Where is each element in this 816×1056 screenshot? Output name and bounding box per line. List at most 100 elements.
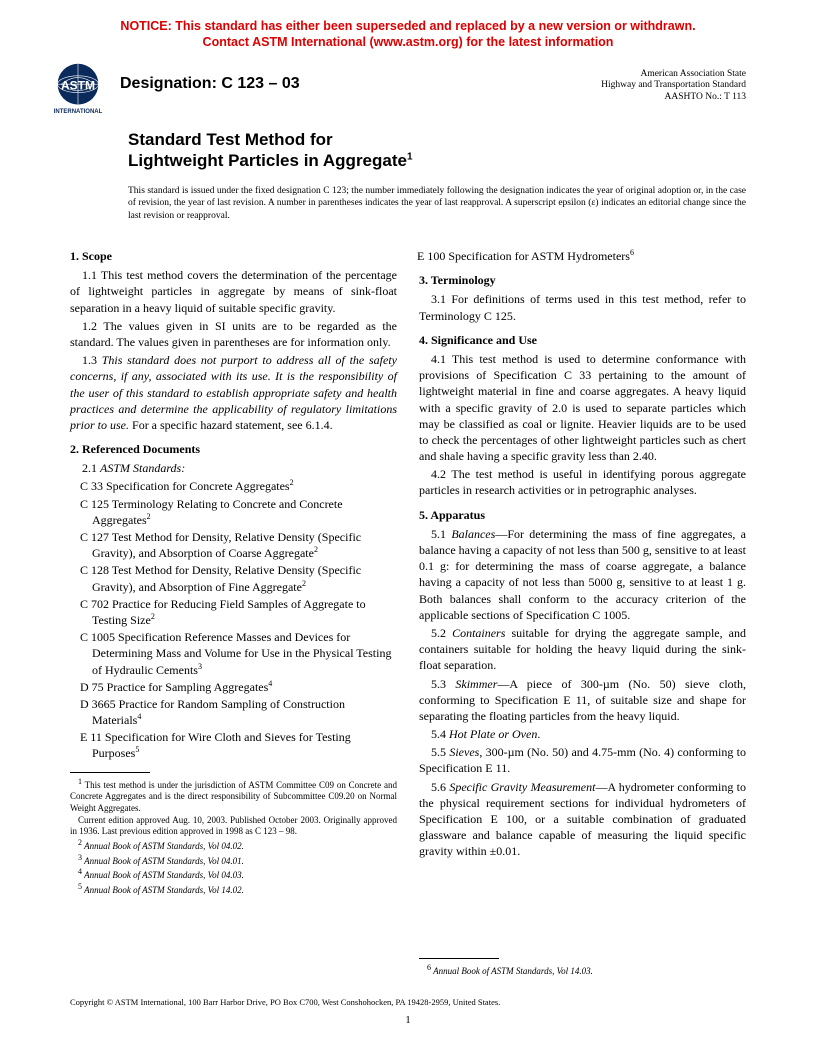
- p54-body: .: [537, 727, 540, 741]
- ref-sup: 3: [198, 662, 202, 671]
- para-2-1-italic: ASTM Standards:: [100, 461, 185, 475]
- fn3-text: Annual Book of ASTM Standards, Vol 04.01…: [82, 856, 244, 866]
- notice-line-1: NOTICE: This standard has either been su…: [120, 19, 695, 33]
- para-1-1: 1.1 This test method covers the determin…: [70, 267, 397, 316]
- p55-lead: 5.5: [431, 745, 449, 759]
- svg-text:ASTM: ASTM: [61, 78, 95, 92]
- p51-term: Balances: [451, 527, 495, 541]
- footnote-3: 3 Annual Book of ASTM Standards, Vol 04.…: [70, 853, 397, 868]
- footnote-rule-right: [419, 958, 499, 959]
- footnote-6: 6 Annual Book of ASTM Standards, Vol 14.…: [419, 963, 746, 978]
- ref-sup: 2: [314, 545, 318, 554]
- para-4-2: 4.2 The test method is useful in identif…: [419, 466, 746, 498]
- ref-d3665: D 3665 Practice for Random Sampling of C…: [70, 696, 397, 728]
- para-2-1: 2.1 ASTM Standards:: [70, 460, 397, 476]
- fn2-text: Annual Book of ASTM Standards, Vol 04.02…: [82, 841, 244, 851]
- designation: Designation: C 123 – 03: [120, 73, 601, 95]
- section-5-heading: 5. Apparatus: [419, 507, 746, 523]
- fn4-text: Annual Book of ASTM Standards, Vol 04.03…: [82, 870, 244, 880]
- ref-c125: C 125 Terminology Relating to Concrete a…: [70, 496, 397, 528]
- p52-term: Containers: [452, 626, 505, 640]
- title-block: Standard Test Method for Lightweight Par…: [128, 129, 746, 172]
- para-5-2: 5.2 Containers suitable for drying the a…: [419, 625, 746, 674]
- ref-c702: C 702 Practice for Reducing Field Sample…: [70, 596, 397, 628]
- ref-c33: C 33 Specification for Concrete Aggregat…: [70, 478, 397, 494]
- left-column: 1. Scope 1.1 This test method covers the…: [70, 240, 397, 977]
- ref-sup: 2: [302, 579, 306, 588]
- p55-term: Sieves: [449, 745, 479, 759]
- ref-sup: 2: [290, 478, 294, 487]
- copyright: Copyright © ASTM International, 100 Barr…: [70, 997, 746, 1008]
- ref-d75-text: D 75 Practice for Sampling Aggregates: [80, 680, 268, 694]
- ref-c127-text: C 127 Test Method for Density, Relative …: [80, 530, 361, 560]
- fn1-text: This test method is under the jurisdicti…: [70, 780, 397, 813]
- ref-c128: C 128 Test Method for Density, Relative …: [70, 562, 397, 594]
- astm-logo: ASTM INTERNATIONAL: [48, 59, 108, 119]
- section-1-heading: 1. Scope: [70, 248, 397, 264]
- p52-lead: 5.2: [431, 626, 452, 640]
- para-5-4: 5.4 Hot Plate or Oven.: [419, 726, 746, 742]
- section-2-heading: 2. Referenced Documents: [70, 441, 397, 457]
- ref-c1005-text: C 1005 Specification Reference Masses an…: [80, 630, 391, 676]
- para-5-1: 5.1 Balances—For determining the mass of…: [419, 526, 746, 623]
- p51-lead: 5.1: [431, 527, 451, 541]
- section-4-heading: 4. Significance and Use: [419, 332, 746, 348]
- header-right: American Association State Highway and T…: [601, 69, 746, 105]
- ref-sup: 5: [135, 745, 139, 754]
- header-right-1: American Association State: [640, 69, 746, 79]
- title-footnote-ref: 1: [407, 151, 413, 162]
- ref-e11-text: E 11 Specification for Wire Cloth and Si…: [80, 730, 351, 760]
- para-1-3-tail: For a specific hazard statement, see 6.1…: [129, 418, 333, 432]
- para-5-5: 5.5 Sieves, 300-µm (No. 50) and 4.75-mm …: [419, 744, 746, 776]
- footnote-1b: Current edition approved Aug. 10, 2003. …: [70, 815, 397, 838]
- ref-c128-text: C 128 Test Method for Density, Relative …: [80, 563, 361, 593]
- title-line-1: Standard Test Method for: [128, 130, 333, 149]
- ref-d3665-text: D 3665 Practice for Random Sampling of C…: [80, 697, 345, 727]
- p54-term: Hot Plate or Oven: [449, 727, 537, 741]
- ref-c33-text: C 33 Specification for Concrete Aggregat…: [80, 479, 290, 493]
- para-1-3: 1.3 This standard does not purport to ad…: [70, 352, 397, 433]
- ref-sup: 4: [137, 712, 141, 721]
- para-5-3: 5.3 Skimmer—A piece of 300-µm (No. 50) s…: [419, 676, 746, 725]
- ref-sup: 2: [147, 512, 151, 521]
- ref-c125-text: C 125 Terminology Relating to Concrete a…: [80, 497, 343, 527]
- para-5-6: 5.6 Specific Gravity Measurement—A hydro…: [419, 779, 746, 860]
- header-row: ASTM INTERNATIONAL Designation: C 123 – …: [48, 59, 746, 119]
- para-4-1: 4.1 This test method is used to determin…: [419, 351, 746, 464]
- ref-sup: 6: [630, 248, 634, 257]
- para-1-3-lead: 1.3: [82, 353, 102, 367]
- ref-sup: 2: [151, 612, 155, 621]
- footnote-rule: [70, 772, 150, 773]
- para-3-1: 3.1 For definitions of terms used in thi…: [419, 291, 746, 323]
- section-3-heading: 3. Terminology: [419, 272, 746, 288]
- ref-e100: E 100 Specification for ASTM Hydrometers…: [419, 248, 746, 264]
- p54-lead: 5.4: [431, 727, 449, 741]
- header-right-2: Highway and Transportation Standard: [601, 80, 746, 90]
- ref-d75: D 75 Practice for Sampling Aggregates4: [70, 679, 397, 695]
- p56-term: Specific Gravity Measurement: [449, 780, 595, 794]
- p53-term: Skimmer: [455, 677, 497, 691]
- ref-e100-text: E 100 Specification for ASTM Hydrometers: [417, 249, 630, 263]
- ref-sup: 4: [268, 679, 272, 688]
- para-2-1-lead: 2.1: [82, 461, 100, 475]
- footnote-4: 4 Annual Book of ASTM Standards, Vol 04.…: [70, 867, 397, 882]
- body-columns: 1. Scope 1.1 This test method covers the…: [70, 240, 746, 977]
- ref-c127: C 127 Test Method for Density, Relative …: [70, 529, 397, 561]
- title-line-2: Lightweight Particles in Aggregate: [128, 151, 407, 170]
- notice-line-2: Contact ASTM International (www.astm.org…: [203, 35, 614, 49]
- ref-e11: E 11 Specification for Wire Cloth and Si…: [70, 729, 397, 761]
- para-1-2: 1.2 The values given in SI units are to …: [70, 318, 397, 350]
- p51-body: —For determining the mass of fine aggreg…: [419, 527, 746, 622]
- issued-note: This standard is issued under the fixed …: [128, 185, 746, 222]
- p53-lead: 5.3: [431, 677, 455, 691]
- document-title: Standard Test Method for Lightweight Par…: [128, 129, 746, 172]
- header-right-3: AASHTO No.: T 113: [665, 92, 746, 102]
- ref-c1005: C 1005 Specification Reference Masses an…: [70, 629, 397, 678]
- fn6-text: Annual Book of ASTM Standards, Vol 14.03…: [431, 966, 593, 976]
- notice-banner: NOTICE: This standard has either been su…: [0, 0, 816, 51]
- right-column: E 100 Specification for ASTM Hydrometers…: [419, 240, 746, 977]
- footnote-2: 2 Annual Book of ASTM Standards, Vol 04.…: [70, 838, 397, 853]
- footnote-5: 5 Annual Book of ASTM Standards, Vol 14.…: [70, 882, 397, 897]
- svg-text:INTERNATIONAL: INTERNATIONAL: [54, 109, 103, 115]
- p56-lead: 5.6: [431, 780, 449, 794]
